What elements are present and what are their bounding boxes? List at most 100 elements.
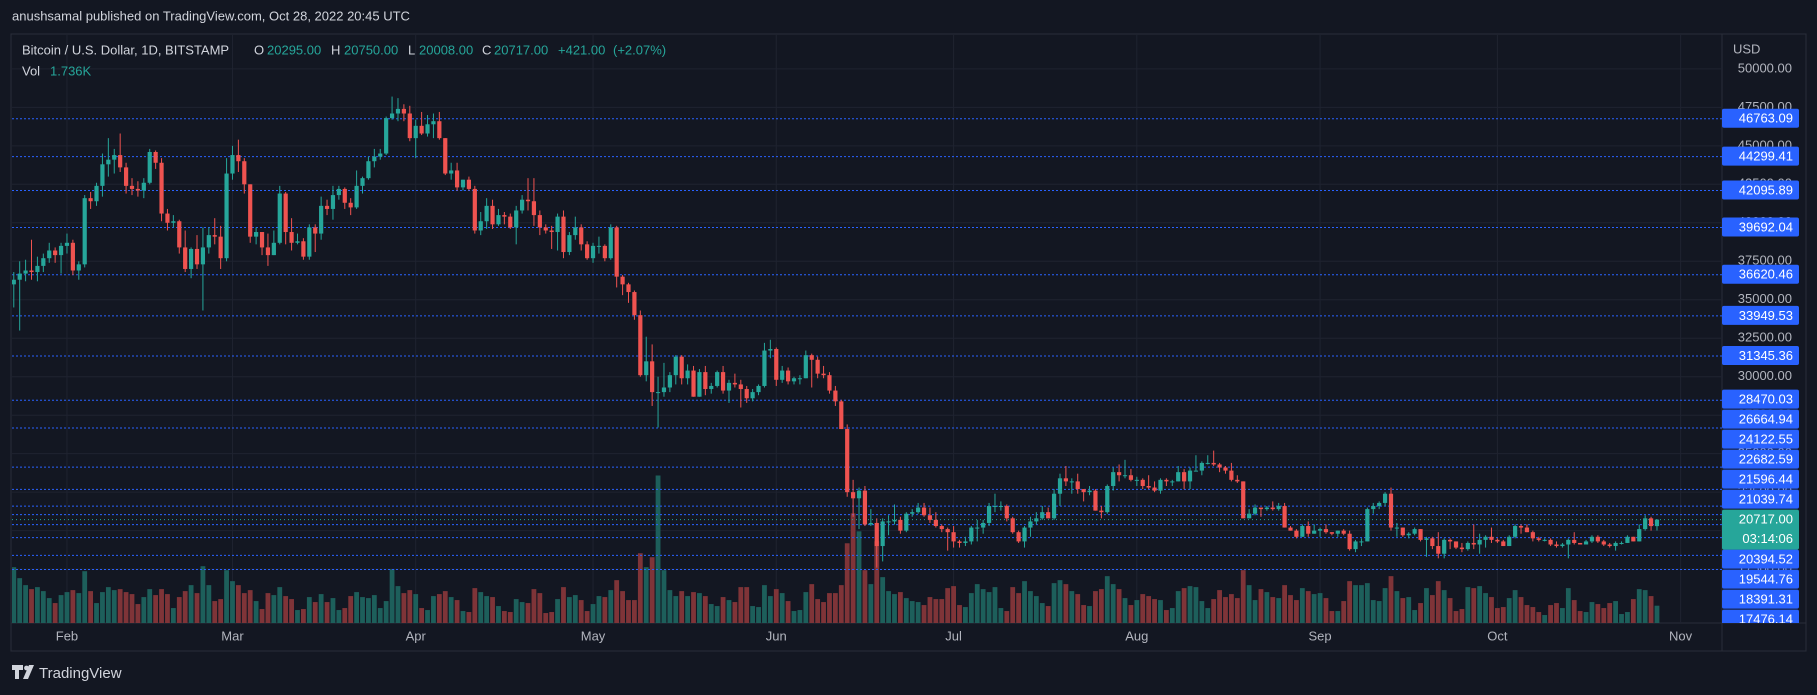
volume-bar (1630, 599, 1636, 623)
volume-bar (188, 585, 194, 623)
volume-bar (632, 600, 637, 623)
volume-bar (1648, 596, 1654, 623)
candle-body (986, 506, 992, 523)
volume-bar (431, 596, 436, 623)
volume-bar (1388, 576, 1394, 623)
candle-body (1365, 509, 1370, 542)
volume-bar (265, 593, 271, 623)
volume-bar (1347, 581, 1353, 623)
candle-body (638, 315, 643, 376)
volume-bar (342, 608, 348, 623)
candle-body (567, 235, 572, 253)
volume-bar (383, 601, 389, 623)
candle-body (1182, 472, 1187, 482)
volume-bar (1382, 588, 1388, 623)
candle-body (927, 515, 933, 520)
candle-body (874, 522, 879, 547)
candle-body (354, 185, 359, 208)
candle-body (1518, 526, 1524, 528)
candle-body (301, 241, 306, 257)
volume-bar (951, 586, 956, 623)
volume-bar (596, 596, 602, 623)
volume-bar (726, 600, 732, 623)
volume-bar (1329, 611, 1335, 623)
volume-bar (992, 587, 998, 623)
volume-bar (230, 581, 235, 623)
volume-bar (785, 601, 791, 623)
candle-body (1524, 527, 1530, 533)
footer-brand: TradingView (39, 665, 122, 682)
candle-body (880, 521, 885, 547)
candle-body (661, 387, 667, 393)
candle-body (1081, 489, 1086, 493)
price-label: 18391.31 (1739, 592, 1793, 607)
volume-bar (708, 604, 714, 623)
candle-body (851, 492, 856, 499)
candle-body (1453, 541, 1459, 548)
volume-bar (1353, 585, 1358, 623)
candle-body (933, 519, 938, 527)
volume-bar (667, 590, 673, 623)
logo-icon (12, 665, 23, 679)
candle-body (478, 221, 483, 231)
candle-body (862, 490, 868, 525)
candle-body (360, 178, 365, 186)
volume-bar (714, 606, 720, 623)
candle-body (1241, 481, 1246, 519)
candle-body (1436, 546, 1441, 554)
volume-bar (141, 597, 147, 623)
candle-body (1087, 490, 1092, 493)
volume-bar (454, 600, 460, 623)
candle-body (1134, 479, 1139, 481)
candle-body (1217, 464, 1222, 468)
candle-body (738, 384, 743, 390)
candle-body (194, 248, 200, 265)
candle-body (809, 355, 814, 360)
price-label-box (1722, 409, 1799, 429)
legend-change-pct: (+2.07%) (613, 42, 666, 57)
candle-body (366, 161, 371, 179)
volume-last: 1.736K (50, 63, 92, 78)
volume-bar (29, 589, 34, 623)
volume-bar (1057, 580, 1063, 623)
volume-bar (1033, 596, 1039, 623)
price-label-box (1722, 146, 1799, 166)
volume-bar (1477, 586, 1483, 623)
candle-body (715, 372, 720, 386)
candle-body (1643, 518, 1648, 530)
candle-body (1211, 462, 1216, 465)
volume-bar (401, 593, 407, 623)
candle-body (744, 389, 749, 399)
candle-body (1282, 506, 1287, 528)
frame (10, 33, 1807, 652)
volume-bar (1424, 588, 1429, 623)
volume-bar (750, 606, 756, 623)
volume-bar (312, 602, 318, 623)
y-tick-label: 30000.00 (1738, 368, 1792, 383)
volume-bar (1619, 614, 1624, 623)
candle-body (691, 370, 696, 397)
volume-bar (1246, 585, 1252, 623)
candle-body (673, 356, 678, 376)
candle-body (774, 349, 779, 380)
candle-body (1654, 519, 1660, 527)
volume-bar (915, 602, 921, 623)
candle-body (123, 167, 129, 186)
y-tick-label: 37500.00 (1738, 253, 1792, 268)
volume-bar (1276, 598, 1282, 623)
volume-bar (1435, 581, 1441, 623)
candle-body (295, 241, 300, 243)
candle-body (64, 242, 70, 246)
candle-body (655, 392, 661, 394)
candle-body (921, 507, 927, 516)
candle-body (70, 242, 75, 271)
volume-bar (241, 593, 247, 623)
volume-bar (809, 584, 815, 623)
volume-bar (490, 597, 495, 623)
volume-bar (1116, 589, 1122, 623)
candle-body (1583, 541, 1589, 545)
volume-bar (46, 598, 52, 623)
candle-body (35, 265, 40, 273)
volume-bar (1636, 589, 1642, 623)
